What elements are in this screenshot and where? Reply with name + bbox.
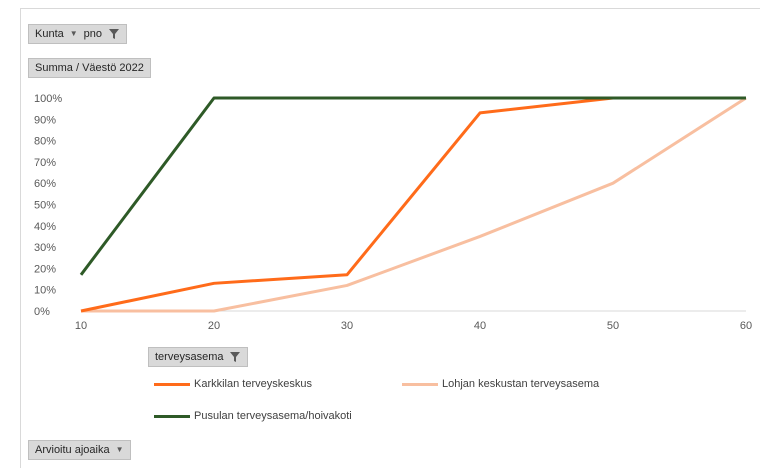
chart-frame-top (20, 8, 760, 9)
y-tick-label: 40% (34, 221, 56, 233)
x-tick-label: 30 (341, 320, 353, 332)
legend-item-karkkila: Karkkilan terveyskeskus (154, 378, 312, 390)
field-button-pno[interactable]: pno (83, 28, 103, 40)
filter-field-buttons[interactable]: Kunta ▼ pno (28, 24, 128, 44)
legend-item-pusula: Pusulan terveysasema/hoivakoti (154, 410, 352, 422)
y-tick-label: 30% (34, 242, 56, 254)
legend-label: Karkkilan terveyskeskus (194, 378, 312, 390)
x-tick-label: 60 (740, 320, 752, 332)
x-tick-label: 20 (208, 320, 220, 332)
axis-field-label: Arvioitu ajoaika (35, 444, 110, 456)
y-tick-label: 0% (34, 306, 50, 318)
value-field-label: Summa / Väestö 2022 (35, 62, 144, 74)
y-tick-label: 50% (34, 200, 56, 212)
series-line-1 (81, 96, 747, 313)
legend-swatch (154, 382, 190, 386)
legend-label: Lohjan keskustan terveysasema (442, 378, 600, 390)
legend-field-label: terveysasema (155, 351, 224, 363)
series-line-2 (79, 96, 746, 276)
legend-item-lohja: Lohjan keskustan terveysasema (402, 378, 599, 390)
dropdown-arrow-icon[interactable]: ▼ (115, 445, 124, 454)
legend-field-button[interactable]: terveysasema (148, 347, 249, 367)
x-tick-label: 50 (607, 320, 619, 332)
filter-icon[interactable] (229, 351, 241, 363)
value-field-button[interactable]: Summa / Väestö 2022 (28, 58, 151, 78)
dropdown-arrow-icon[interactable]: ▼ (69, 29, 78, 38)
legend-label: Pusulan terveysasema/hoivakoti (194, 410, 352, 422)
y-tick-label: 100% (34, 93, 62, 105)
chart-frame-left (20, 8, 21, 468)
y-tick-label: 80% (34, 136, 56, 148)
series-line-0 (80, 96, 614, 313)
y-tick-label: 60% (34, 178, 56, 190)
chart-axes: 0% 10% 20% 30% 40% 50% 60% 70% 80% 90% 100% 10 20 30 4… (34, 93, 752, 332)
legend-swatch (402, 382, 438, 386)
chart-plot-area (79, 96, 747, 313)
x-tick-label: 40 (474, 320, 486, 332)
y-tick-label: 10% (34, 285, 56, 297)
y-tick-label: 90% (34, 114, 56, 126)
y-tick-label: 70% (34, 157, 56, 169)
x-tick-label: 10 (75, 320, 87, 332)
legend-swatch (154, 414, 190, 418)
axis-field-button[interactable]: Arvioitu ajoaika ▼ (28, 440, 131, 460)
filter-icon[interactable] (108, 28, 120, 40)
y-tick-label: 20% (34, 263, 56, 275)
field-button-kunta[interactable]: Kunta (35, 28, 64, 40)
